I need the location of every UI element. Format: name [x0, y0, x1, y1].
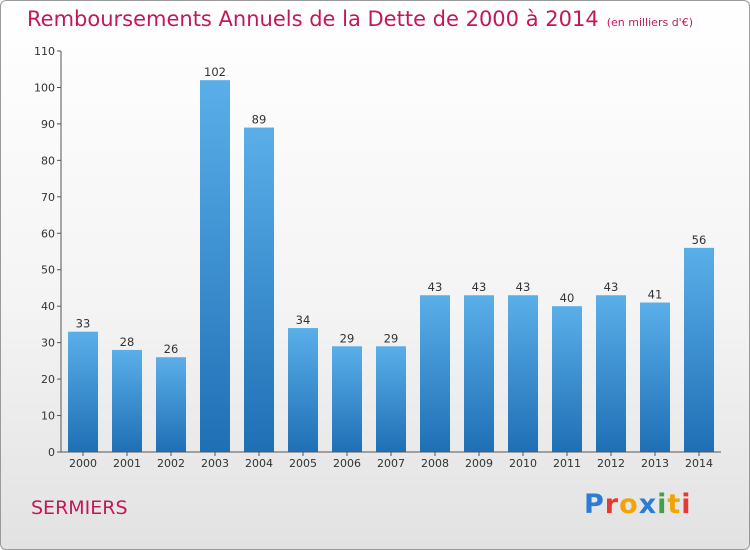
bar-value-label: 43	[472, 280, 487, 294]
bar-value-label: 89	[252, 113, 267, 127]
bar	[376, 346, 406, 452]
x-tick-label: 2009	[465, 457, 493, 470]
y-tick-label: 90	[41, 118, 55, 131]
x-tick-label: 2007	[377, 457, 405, 470]
x-tick-label: 2010	[509, 457, 537, 470]
bar-value-label: 29	[384, 331, 399, 345]
y-tick-label: 30	[41, 337, 55, 350]
bar-value-label: 40	[560, 291, 575, 305]
proxiti-logo: Proxiti	[584, 489, 692, 520]
bar-value-label: 26	[164, 342, 179, 356]
x-tick-label: 2011	[553, 457, 581, 470]
y-tick-label: 40	[41, 300, 55, 313]
bar	[200, 80, 230, 452]
x-tick-label: 2005	[289, 457, 317, 470]
x-tick-label: 2003	[201, 457, 229, 470]
x-tick-label: 2014	[685, 457, 713, 470]
x-tick-label: 2000	[69, 457, 97, 470]
bar	[156, 357, 186, 452]
x-tick-label: 2002	[157, 457, 185, 470]
y-tick-label: 20	[41, 373, 55, 386]
chart-title: Remboursements Annuels de la Dette de 20…	[27, 7, 693, 31]
y-tick-label: 80	[41, 154, 55, 167]
y-tick-label: 110	[34, 45, 55, 58]
bar	[640, 302, 670, 452]
y-tick-label: 50	[41, 264, 55, 277]
bar	[332, 346, 362, 452]
y-tick-label: 10	[41, 410, 55, 423]
bar	[112, 349, 142, 452]
logo-letter: r	[604, 489, 620, 520]
bar-value-label: 43	[604, 280, 619, 294]
x-tick-label: 2004	[245, 457, 273, 470]
bar	[288, 328, 318, 452]
bar	[244, 127, 274, 453]
logo-letter: i	[681, 489, 692, 520]
bars: 33 28 26 102 89 34 29 29 43 43 43 40 43 41 56	[68, 65, 714, 453]
bar-value-label: 29	[340, 331, 355, 345]
bar-value-label: 56	[692, 233, 707, 247]
x-tick-label: 2006	[333, 457, 361, 470]
bar-value-label: 28	[120, 335, 135, 349]
bar-value-label: 34	[296, 313, 311, 327]
bar	[552, 306, 582, 452]
y-tick-label: 60	[41, 227, 55, 240]
bar-value-label: 41	[648, 288, 663, 302]
logo-letter: x	[638, 489, 658, 520]
x-tick-label: 2013	[641, 457, 669, 470]
x-tick-label: 2012	[597, 457, 625, 470]
town-name: SERMIERS	[31, 497, 128, 519]
bar-value-label: 102	[204, 65, 226, 79]
bar	[464, 295, 494, 452]
chart-unit: (en milliers d'€)	[606, 16, 693, 29]
chart-title-text: Remboursements Annuels de la Dette de 20…	[27, 7, 599, 31]
logo-letter: P	[584, 489, 605, 520]
bar-value-label: 43	[428, 280, 443, 294]
logo-letter: o	[619, 489, 639, 520]
bar	[508, 295, 538, 452]
y-tick-label: 100	[34, 81, 55, 94]
y-tick-label: 0	[48, 446, 55, 459]
y-axis: 0 10 20 30 40 50 60 70 80 90 100 110	[34, 45, 62, 459]
y-tick-label: 70	[41, 191, 55, 204]
x-axis: 2000 2001 2002 2003 2004 2005 2006 2007 2008 2009…	[61, 451, 721, 470]
logo-letter: i	[657, 489, 668, 520]
x-tick-label: 2008	[421, 457, 449, 470]
bar-value-label: 43	[516, 280, 531, 294]
bar-value-label: 33	[76, 317, 91, 331]
bar	[68, 331, 98, 452]
bar	[684, 247, 714, 452]
bar	[420, 295, 450, 452]
logo-letter: t	[667, 489, 682, 520]
bar	[596, 295, 626, 452]
x-tick-label: 2001	[113, 457, 141, 470]
